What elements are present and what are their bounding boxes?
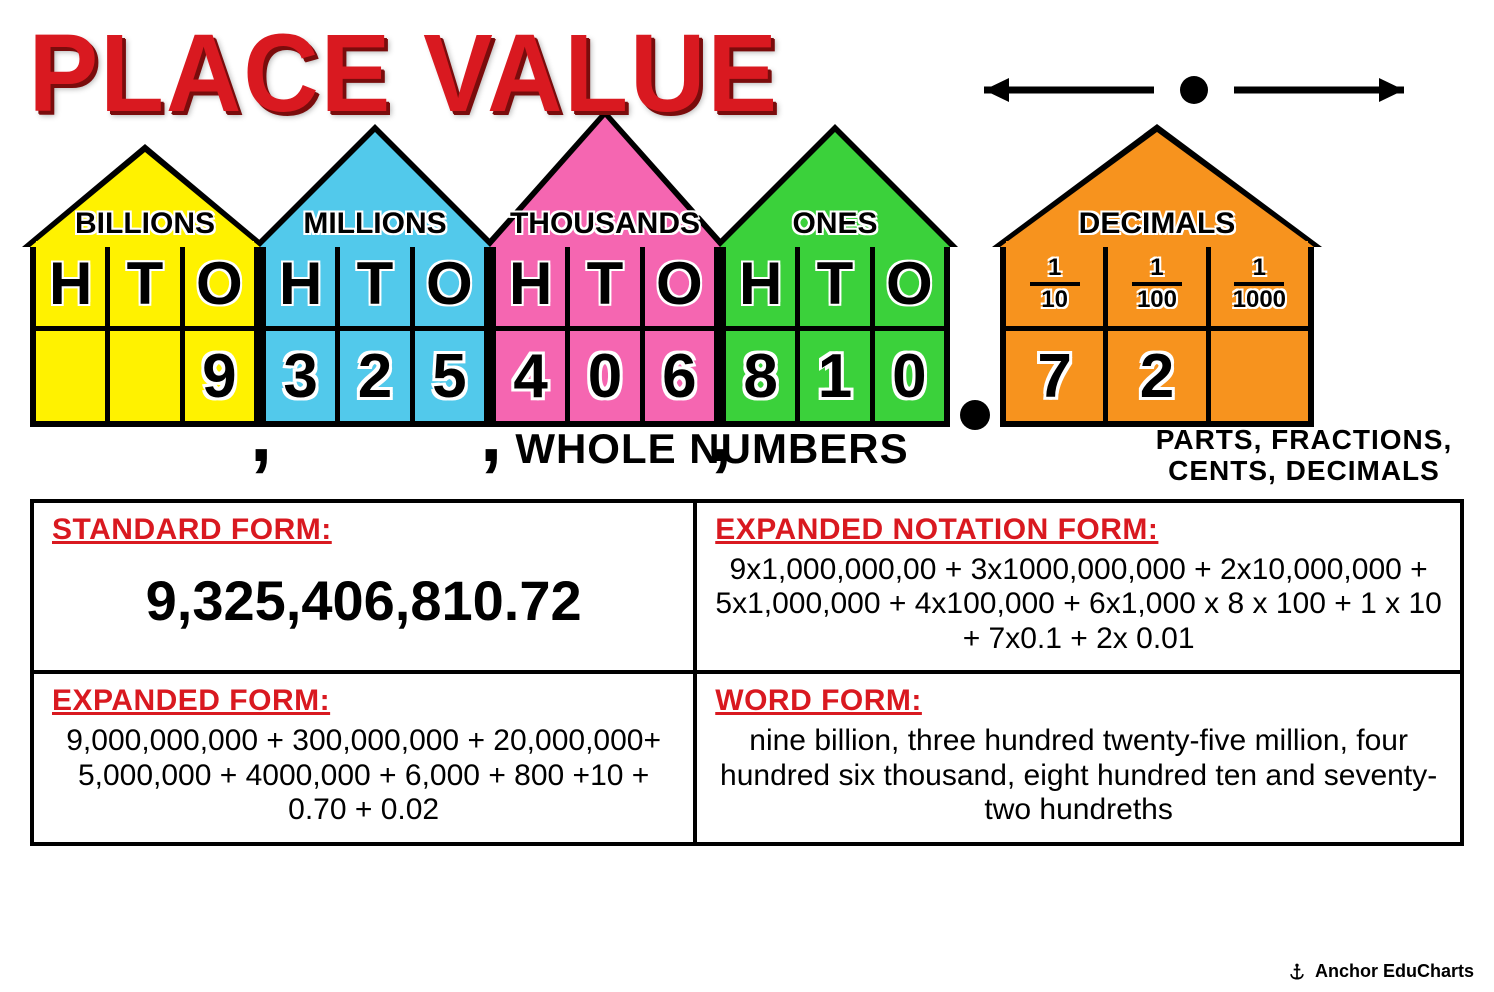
standard-form-title: STANDARD FORM: bbox=[52, 513, 675, 547]
decimal-point bbox=[960, 400, 990, 430]
hto-cell: O bbox=[645, 241, 714, 326]
comma-separator: , bbox=[480, 388, 502, 480]
value-cell: 6 bbox=[645, 331, 714, 421]
footer-text: Anchor EduCharts bbox=[1315, 961, 1474, 982]
place-value-houses: BILLIONSHTO9MILLIONSHTO325THOUSANDSHTO40… bbox=[0, 117, 1494, 427]
house-millions: MILLIONSHTO325 bbox=[260, 132, 490, 427]
house-decimals: DECIMALS110110011000 72 bbox=[1000, 132, 1314, 427]
bidirectional-arrow-icon bbox=[954, 60, 1434, 120]
hto-cell: T bbox=[570, 241, 644, 326]
expanded-notation-body: 9x1,000,000,00 + 3x1000,000,000 + 2x10,0… bbox=[715, 547, 1442, 657]
house-label: DECIMALS bbox=[1000, 207, 1314, 241]
standard-form-body: 9,325,406,810.72 bbox=[52, 547, 675, 633]
comma-separator: , bbox=[710, 388, 732, 480]
anchor-icon bbox=[1287, 962, 1307, 982]
hto-cell: H bbox=[266, 241, 340, 326]
hto-cell: T bbox=[340, 241, 414, 326]
value-cell: 7 bbox=[1006, 331, 1108, 421]
fraction-cell: 11000 bbox=[1211, 241, 1308, 326]
house-billions: BILLIONSHTO9 bbox=[30, 152, 260, 427]
value-cell: 2 bbox=[340, 331, 414, 421]
hto-cell: O bbox=[875, 241, 944, 326]
fraction-cell: 1100 bbox=[1108, 241, 1210, 326]
sub-labels-row: WHOLE NUMBERS PARTS, FRACTIONS, CENTS, D… bbox=[0, 425, 1494, 487]
expanded-notation-cell: EXPANDED NOTATION FORM: 9x1,000,000,00 +… bbox=[697, 503, 1460, 675]
standard-form-cell: STANDARD FORM: 9,325,406,810.72 bbox=[34, 503, 697, 675]
decimals-label: PARTS, FRACTIONS, CENTS, DECIMALS bbox=[1144, 425, 1464, 487]
value-cell: 0 bbox=[570, 331, 644, 421]
house-label: ONES bbox=[720, 207, 950, 241]
house-ones: ONESHTO810 bbox=[720, 132, 950, 427]
value-cell: 5 bbox=[415, 331, 484, 421]
decimals-label-line2: CENTS, DECIMALS bbox=[1144, 456, 1464, 487]
forms-table: STANDARD FORM: 9,325,406,810.72 EXPANDED… bbox=[30, 499, 1464, 846]
house-label: THOUSANDS bbox=[490, 207, 720, 241]
house-label: BILLIONS bbox=[30, 207, 260, 241]
expanded-form-cell: EXPANDED FORM: 9,000,000,000 + 300,000,0… bbox=[34, 674, 697, 842]
decimals-label-line1: PARTS, FRACTIONS, bbox=[1144, 425, 1464, 456]
value-cell bbox=[36, 331, 110, 421]
hto-cell: H bbox=[726, 241, 800, 326]
expanded-notation-title: EXPANDED NOTATION FORM: bbox=[715, 513, 1442, 547]
house-label: MILLIONS bbox=[260, 207, 490, 241]
value-cell: 2 bbox=[1108, 331, 1210, 421]
value-cell: 3 bbox=[266, 331, 340, 421]
expanded-form-body: 9,000,000,000 + 300,000,000 + 20,000,000… bbox=[52, 718, 675, 828]
value-cell: 1 bbox=[800, 331, 874, 421]
expanded-form-title: EXPANDED FORM: bbox=[52, 684, 675, 718]
house-thousands: THOUSANDSHTO406 bbox=[490, 117, 720, 427]
hto-cell: O bbox=[185, 241, 254, 326]
comma-separator: , bbox=[250, 388, 272, 480]
word-form-title: WORD FORM: bbox=[715, 684, 1442, 718]
value-cell bbox=[110, 331, 184, 421]
value-cell bbox=[1211, 331, 1308, 421]
hto-cell: O bbox=[415, 241, 484, 326]
value-cell: 8 bbox=[726, 331, 800, 421]
hto-cell: T bbox=[110, 241, 184, 326]
word-form-body: nine billion, three hundred twenty-five … bbox=[715, 718, 1442, 828]
hto-cell: T bbox=[800, 241, 874, 326]
value-cell: 4 bbox=[496, 331, 570, 421]
fraction-cell: 110 bbox=[1006, 241, 1108, 326]
footer-credit: Anchor EduCharts bbox=[1287, 961, 1474, 982]
word-form-cell: WORD FORM: nine billion, three hundred t… bbox=[697, 674, 1460, 842]
value-cell: 0 bbox=[875, 331, 944, 421]
value-cell: 9 bbox=[185, 331, 254, 421]
hto-cell: H bbox=[496, 241, 570, 326]
hto-cell: H bbox=[36, 241, 110, 326]
